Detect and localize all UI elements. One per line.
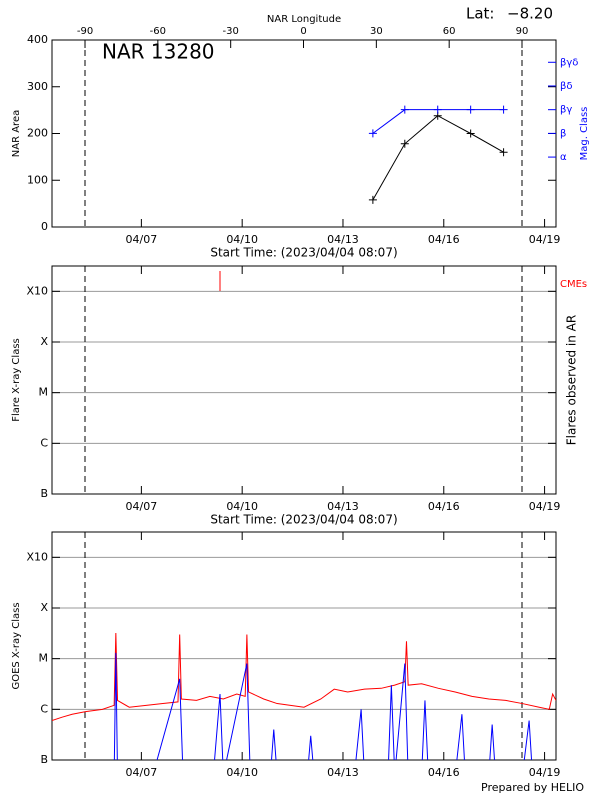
y-tick-label: 200 — [27, 127, 48, 140]
series-line — [52, 633, 556, 722]
panel: B C M X X10 04/07 04/10 04/13 04/16 04/19 Start Ti… — [11, 265, 587, 527]
x-tick-label: 04/13 — [327, 766, 359, 779]
x-tick-label: 04/13 — [327, 500, 359, 513]
x2-tick-label: -30 — [223, 26, 239, 37]
point-marker — [368, 195, 377, 204]
y-tick-label: M — [39, 386, 49, 399]
x2-tick-label: 60 — [443, 26, 456, 37]
y-tick-label: C — [40, 436, 48, 449]
panel: B C M X X10 04/07 04/10 04/13 04/16 04/19 GOES X-r… — [11, 531, 561, 779]
y-tick-label: B — [40, 753, 48, 766]
point-marker — [499, 105, 508, 114]
x-tick-label: 04/10 — [226, 233, 258, 246]
plot-frame — [51, 265, 557, 495]
x2-tick-label: 90 — [516, 26, 529, 37]
x-tick-label: 04/10 — [226, 500, 258, 513]
point-marker — [466, 105, 475, 114]
x-tick-label: 04/16 — [428, 500, 460, 513]
x2-axis-label: NAR Longitude — [267, 14, 341, 25]
y-axis-label: Flare X-ray Class — [11, 338, 22, 422]
y2-tick-label: β — [560, 128, 566, 139]
point-marker — [466, 129, 475, 138]
cme-legend: CMEs — [560, 279, 587, 290]
y-tick-label: 0 — [41, 220, 48, 233]
y-axis-label: GOES X-ray Class — [11, 602, 22, 689]
y2-axis-label: Mag. Class — [579, 107, 590, 161]
y-axis-label: NAR Area — [11, 110, 22, 157]
lat-label: Lat: — [466, 5, 494, 23]
series-line — [113, 652, 533, 760]
y2-axis-label: Flares observed in AR — [565, 315, 579, 445]
x-tick-label: 04/19 — [529, 766, 561, 779]
point-marker — [368, 129, 377, 138]
y-tick-label: X10 — [26, 284, 48, 297]
y-tick-label: 100 — [27, 173, 48, 186]
y-tick-label: 400 — [27, 33, 48, 46]
x-tick-label: 04/07 — [126, 766, 158, 779]
lat-value: −8.20 — [507, 5, 553, 23]
y-tick-label: B — [40, 487, 48, 500]
plot-frame — [51, 531, 557, 761]
point-marker — [433, 105, 442, 114]
x-tick-label: 04/16 — [428, 766, 460, 779]
x2-tick-label: -90 — [77, 26, 93, 37]
y-tick-label: C — [40, 702, 48, 715]
y-tick-label: 300 — [27, 80, 48, 93]
y2-tick-label: βγδ — [560, 57, 578, 68]
plot-area — [372, 109, 504, 201]
y-tick-label: M — [39, 652, 49, 665]
point-marker — [499, 148, 508, 157]
plot-area — [52, 633, 556, 760]
plot-frame — [51, 39, 557, 228]
y-tick-label: X10 — [26, 550, 48, 563]
x-tick-label: 04/16 — [428, 233, 460, 246]
x2-tick-label: -60 — [150, 26, 166, 37]
y2-tick-label: α — [560, 152, 567, 163]
x-tick-label: 04/10 — [226, 766, 258, 779]
point-marker — [400, 139, 409, 148]
x-axis-label: Start Time: (2023/04/04 08:07) — [210, 246, 397, 260]
x-axis-label: Start Time: (2023/04/04 08:07) — [210, 513, 397, 527]
x-tick-label: 04/07 — [126, 233, 158, 246]
y2-tick-label: βγ — [560, 105, 572, 116]
y-tick-label: X — [40, 601, 48, 614]
footer: Prepared by HELIO — [481, 781, 584, 794]
x-tick-label: 04/07 — [126, 500, 158, 513]
x2-tick-label: 0 — [300, 26, 306, 37]
x2-tick-label: 30 — [370, 26, 383, 37]
x-tick-label: 04/19 — [529, 233, 561, 246]
y2-tick-label: βδ — [560, 81, 573, 92]
series-line — [372, 109, 504, 134]
x-tick-label: 04/13 — [327, 233, 359, 246]
series-line — [372, 115, 504, 201]
x-tick-label: 04/19 — [529, 500, 561, 513]
point-marker — [400, 105, 409, 114]
y-tick-label: X — [40, 335, 48, 348]
